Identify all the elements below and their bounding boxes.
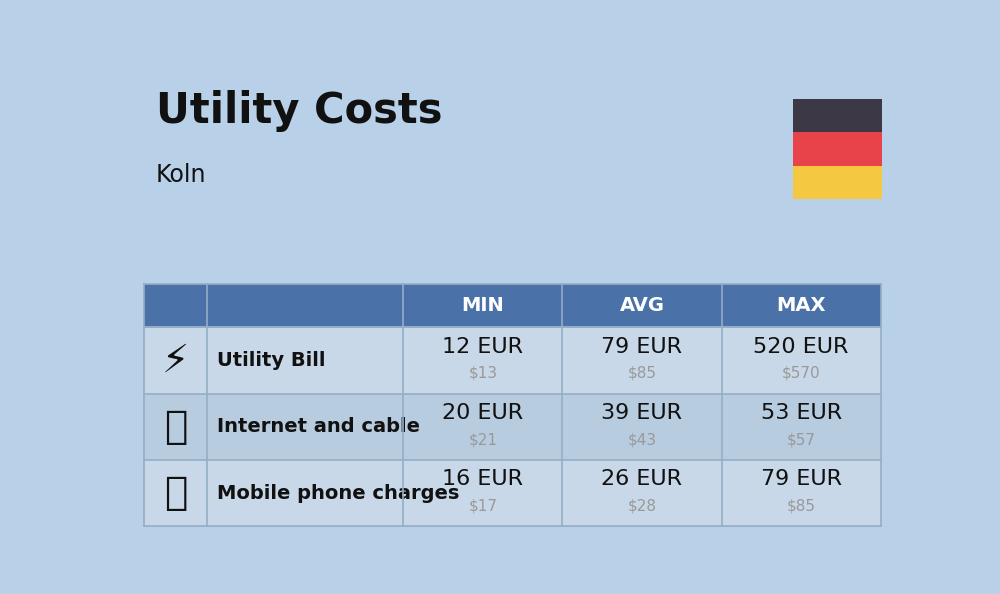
Text: 39 EUR: 39 EUR — [601, 403, 682, 423]
Text: MAX: MAX — [776, 296, 826, 315]
Text: MIN: MIN — [462, 296, 504, 315]
Text: Mobile phone charges: Mobile phone charges — [217, 484, 459, 503]
Text: $85: $85 — [787, 498, 816, 514]
Text: AVG: AVG — [619, 296, 664, 315]
Text: $570: $570 — [782, 366, 820, 381]
FancyBboxPatch shape — [144, 284, 207, 327]
Text: 12 EUR: 12 EUR — [442, 337, 523, 357]
Text: $85: $85 — [627, 366, 656, 381]
FancyBboxPatch shape — [793, 166, 882, 200]
Text: $28: $28 — [627, 498, 656, 514]
Text: 79 EUR: 79 EUR — [601, 337, 682, 357]
Text: $17: $17 — [468, 498, 497, 514]
Text: $57: $57 — [787, 432, 816, 447]
Text: 79 EUR: 79 EUR — [761, 469, 842, 489]
FancyBboxPatch shape — [144, 460, 881, 526]
Text: 20 EUR: 20 EUR — [442, 403, 523, 423]
Text: $13: $13 — [468, 366, 497, 381]
FancyBboxPatch shape — [207, 284, 403, 327]
FancyBboxPatch shape — [793, 99, 882, 132]
Text: 16 EUR: 16 EUR — [442, 469, 523, 489]
Text: $43: $43 — [627, 432, 657, 447]
Text: Koln: Koln — [156, 163, 207, 187]
Text: 📶: 📶 — [164, 408, 188, 446]
Text: $21: $21 — [468, 432, 497, 447]
FancyBboxPatch shape — [144, 327, 881, 394]
Text: 📱: 📱 — [164, 474, 188, 512]
FancyBboxPatch shape — [793, 132, 882, 166]
Text: ⚡: ⚡ — [162, 342, 189, 380]
Text: Utility Bill: Utility Bill — [217, 351, 325, 370]
Text: 53 EUR: 53 EUR — [761, 403, 842, 423]
FancyBboxPatch shape — [144, 394, 881, 460]
Text: 520 EUR: 520 EUR — [753, 337, 849, 357]
FancyBboxPatch shape — [144, 284, 881, 327]
Text: Internet and cable: Internet and cable — [217, 418, 420, 437]
Text: Utility Costs: Utility Costs — [156, 90, 442, 132]
Text: 26 EUR: 26 EUR — [601, 469, 682, 489]
